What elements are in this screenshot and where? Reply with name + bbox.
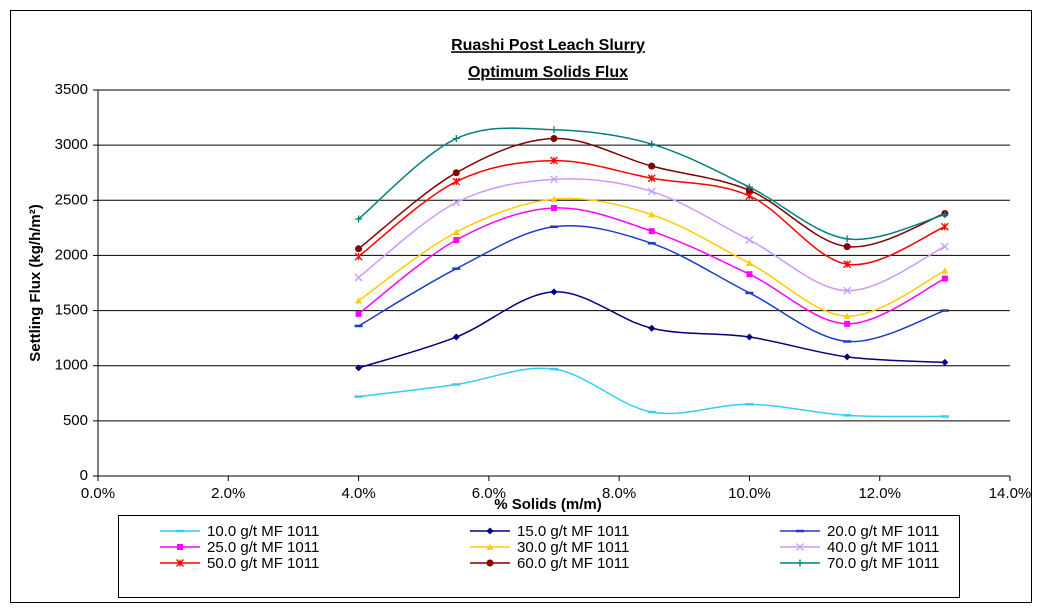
data-point <box>452 177 461 186</box>
data-point <box>550 195 558 202</box>
chart-title: Ruashi Post Leach Slurry <box>451 37 645 54</box>
data-point <box>843 243 851 251</box>
data-point <box>843 235 851 243</box>
legend-marker <box>486 527 494 535</box>
x-tick-label: 10.0% <box>728 485 771 502</box>
legend-marker <box>176 559 184 567</box>
legend-label: 50.0 g/t MF 1011 <box>207 555 319 572</box>
legend-label: 25.0 g/t MF 1011 <box>207 539 319 556</box>
legend-marker <box>796 559 804 567</box>
data-point <box>550 156 558 165</box>
legend-marker <box>486 543 494 550</box>
data-point <box>355 215 363 223</box>
x-tick-label: 6.0% <box>472 485 506 502</box>
x-tick-label: 14.0% <box>989 485 1032 502</box>
x-tick-label: 0.0% <box>81 485 115 502</box>
data-point <box>843 353 851 361</box>
data-point <box>355 297 363 304</box>
data-point <box>941 211 949 219</box>
data-point <box>941 275 948 282</box>
data-point <box>940 222 949 231</box>
data-point <box>941 358 949 366</box>
data-point <box>355 364 363 372</box>
y-tick-label: 1000 <box>55 357 88 374</box>
x-tick-label: 2.0% <box>211 485 245 502</box>
data-point <box>355 310 362 317</box>
legend-label: 40.0 g/t MF 1011 <box>827 539 939 556</box>
data-point <box>745 183 753 191</box>
y-axis-label: Settling Flux (kg/h/m²) <box>27 204 44 362</box>
legend-label: 15.0 g/t MF 1011 <box>517 523 629 540</box>
data-point <box>550 288 558 296</box>
data-point <box>355 245 363 253</box>
data-point <box>745 236 754 244</box>
legend-marker <box>177 544 183 550</box>
x-axis-label: % Solids (m/m) <box>494 496 602 513</box>
legend-box <box>118 515 960 598</box>
legend-marker <box>796 543 804 551</box>
y-tick-label: 500 <box>63 412 88 429</box>
data-point <box>452 228 460 236</box>
data-point <box>940 242 949 251</box>
legend-label: 60.0 g/t MF 1011 <box>517 555 629 572</box>
data-point <box>844 320 851 327</box>
data-point <box>745 259 753 266</box>
data-point <box>453 236 460 243</box>
y-tick-label: 1500 <box>55 302 88 319</box>
y-tick-label: 2500 <box>55 191 88 208</box>
data-point <box>452 135 460 143</box>
x-tick-label: 12.0% <box>858 485 901 502</box>
data-point <box>550 175 558 184</box>
data-point <box>745 333 753 341</box>
data-point <box>647 187 656 196</box>
data-point <box>452 169 460 177</box>
y-tick-label: 3500 <box>55 81 88 98</box>
data-point <box>843 286 852 295</box>
x-tick-label: 4.0% <box>341 485 375 502</box>
data-point <box>648 211 656 218</box>
data-point <box>746 271 753 278</box>
data-point <box>843 260 852 269</box>
legend-marker <box>486 559 494 567</box>
data-point <box>354 252 363 261</box>
legend-label: 10.0 g/t MF 1011 <box>207 523 319 540</box>
y-tick-label: 3000 <box>55 136 88 153</box>
legend-label: 30.0 g/t MF 1011 <box>517 539 629 556</box>
data-point <box>452 198 461 207</box>
data-point <box>648 324 656 332</box>
chart-border <box>10 10 1032 603</box>
data-point <box>452 333 460 341</box>
data-point <box>648 228 655 235</box>
data-point <box>550 135 558 143</box>
data-point <box>550 126 558 134</box>
y-tick-label: 2000 <box>55 246 88 263</box>
legend-label: 70.0 g/t MF 1011 <box>827 555 939 572</box>
data-point <box>354 273 363 282</box>
legend-label: 20.0 g/t MF 1011 <box>827 523 939 540</box>
data-point <box>843 312 851 319</box>
chart-title: Optimum Solids Flux <box>468 64 628 81</box>
y-tick-label: 0 <box>80 467 88 484</box>
data-point <box>647 174 656 183</box>
data-point <box>648 140 656 148</box>
x-tick-label: 8.0% <box>602 485 636 502</box>
data-point <box>648 162 656 170</box>
data-point <box>941 267 949 274</box>
data-point <box>551 205 557 212</box>
